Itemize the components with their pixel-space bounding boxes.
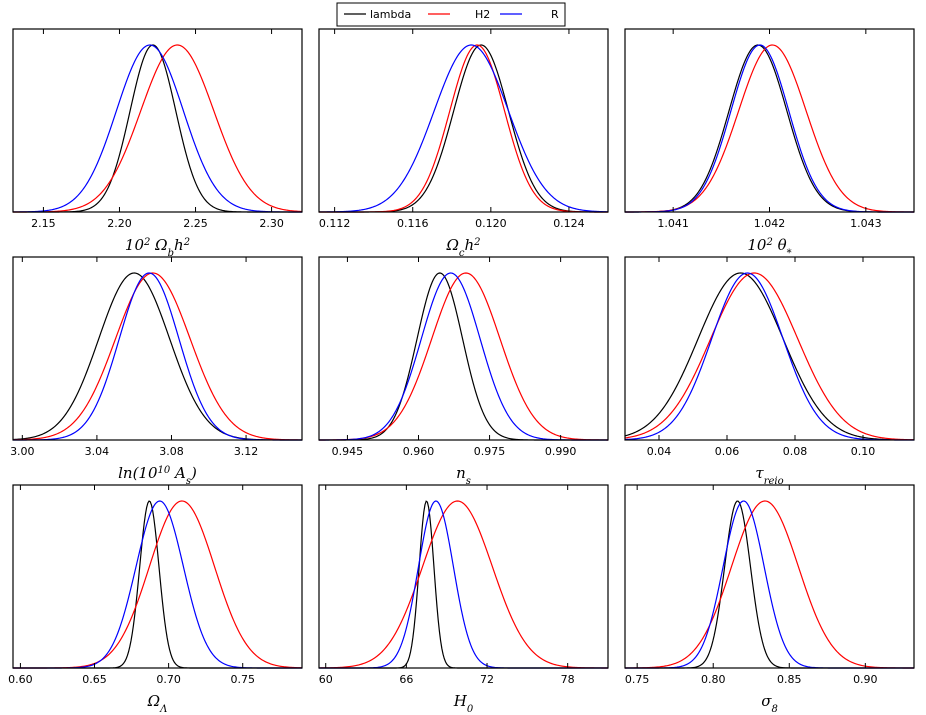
curve-h0-lambda	[319, 500, 608, 669]
axis-label-theta: 102 θ*	[747, 236, 791, 259]
curve-theta-h2	[625, 44, 915, 213]
curve-omega-lambda-lambda	[13, 500, 302, 669]
tick-label-tau-reio: 0.04	[647, 445, 672, 458]
curve-ln-as-h2	[12, 272, 302, 441]
tick-label-ln-as: 3.12	[234, 445, 259, 458]
panel-h0: 60 66 72 78 H0	[318, 484, 609, 715]
tick-label-omega-c: 0.116	[397, 217, 429, 230]
curve-theta-lambda	[624, 44, 914, 213]
axes-frame-tau-reio	[624, 256, 915, 441]
tick-label-sigma8: 0.85	[777, 673, 802, 686]
axis-label-omega-b: 102 Ωbh2	[125, 236, 190, 259]
axes-frame-sigma8	[624, 484, 915, 669]
tick-label-sigma8: 0.90	[853, 673, 878, 686]
tick-label-theta: 1.043	[850, 217, 882, 230]
tick-label-omega-lambda: 0.75	[230, 673, 255, 686]
tick-label-tau-reio: 0.08	[783, 445, 808, 458]
panel-tau-reio: 0.04 0.06 0.08 0.10 τreio	[624, 256, 915, 487]
axes-frame-omega-b	[12, 28, 303, 213]
panel-sigma8: 0.75 0.80 0.85 0.90 σ8	[624, 484, 915, 715]
tick-label-omega-lambda: 0.65	[82, 673, 107, 686]
curve-tau-reio-lambda	[624, 272, 915, 441]
curve-omega-c-r	[319, 44, 609, 213]
axis-label-omega-lambda: ΩΛ	[147, 692, 168, 715]
panel-ns: 0.945 0.960 0.975 0.990 ns	[318, 256, 609, 487]
curve-h0-r	[319, 500, 608, 669]
tick-label-ns: 0.975	[474, 445, 506, 458]
axis-label-h0: H0	[453, 692, 474, 715]
tick-label-omega-c: 0.112	[319, 217, 351, 230]
axes-frame-h0	[318, 484, 609, 669]
curve-omega-lambda-h2	[13, 500, 303, 669]
tick-label-ns: 0.990	[545, 445, 577, 458]
tick-label-ln-as: 3.04	[85, 445, 110, 458]
axes-frame-omega-c	[318, 28, 609, 213]
panel-theta: 1.041 1.042 1.043 102 θ*	[624, 28, 915, 259]
tick-label-omega-lambda: 0.70	[156, 673, 181, 686]
tick-label-omega-c: 0.120	[475, 217, 507, 230]
curve-h0-h2	[319, 500, 608, 669]
curve-tau-reio-r	[624, 272, 914, 441]
curve-tau-reio-h2	[624, 272, 915, 441]
curve-ns-lambda	[319, 272, 608, 441]
curve-ns-r	[319, 272, 608, 441]
tick-label-theta: 1.042	[754, 217, 786, 230]
curve-omega-b-lambda	[13, 44, 302, 213]
tick-label-h0: 78	[561, 673, 575, 686]
curve-ns-h2	[319, 272, 608, 441]
tick-label-theta: 1.041	[657, 217, 689, 230]
legend-label-lambda: lambda	[370, 8, 411, 21]
curve-omega-b-h2	[13, 44, 303, 213]
axis-label-sigma8: σ8	[761, 692, 778, 715]
panel-omega-b: 2.15 2.20 2.25 2.30 102 Ωbh2	[12, 28, 303, 259]
curve-theta-r	[625, 44, 914, 213]
tick-label-omega-b: 2.20	[107, 217, 132, 230]
panel-omega-c: 0.112 0.116 0.120 0.124 Ωch2	[318, 28, 609, 259]
curve-omega-c-lambda	[319, 44, 608, 213]
tick-label-tau-reio: 0.06	[715, 445, 740, 458]
axis-label-ns: ns	[456, 464, 471, 487]
curve-sigma8-h2	[625, 500, 914, 669]
tick-label-omega-b: 2.30	[259, 217, 284, 230]
curve-omega-b-r	[13, 44, 302, 213]
tick-label-sigma8: 0.80	[701, 673, 726, 686]
tick-label-ln-as: 3.00	[10, 445, 35, 458]
tick-label-omega-b: 2.15	[31, 217, 56, 230]
curve-ln-as-r	[13, 272, 302, 441]
tick-label-ns: 0.960	[403, 445, 435, 458]
legend-label-r: R	[551, 8, 559, 21]
curve-omega-c-h2	[319, 44, 608, 213]
tick-label-ns: 0.945	[332, 445, 364, 458]
legend: lambda H2 R	[336, 2, 566, 27]
curve-omega-lambda-r	[13, 500, 302, 669]
tick-label-h0: 72	[480, 673, 494, 686]
axes-frame-theta	[624, 28, 915, 213]
curve-ln-as-lambda	[12, 272, 302, 441]
tick-label-omega-lambda: 0.60	[8, 673, 33, 686]
tick-label-sigma8: 0.75	[625, 673, 650, 686]
tick-label-omega-b: 2.25	[183, 217, 208, 230]
curve-sigma8-r	[625, 500, 914, 669]
legend-label-h2: H2	[475, 8, 490, 21]
tick-label-h0: 60	[319, 673, 333, 686]
axis-label-omega-c: Ωch2	[445, 236, 480, 259]
axes-frame-omega-lambda	[12, 484, 303, 669]
tick-label-ln-as: 3.08	[159, 445, 184, 458]
curve-sigma8-lambda	[625, 500, 914, 669]
axis-label-tau-reio: τreio	[755, 464, 783, 487]
axis-label-ln-as: ln(1010 As)	[118, 464, 197, 487]
panel-ln-as: 3.00 3.04 3.08 3.12 ln(1010 As)	[10, 256, 303, 487]
tick-label-h0: 66	[399, 673, 413, 686]
axes-frame-ns	[318, 256, 609, 441]
panel-omega-lambda: 0.60 0.65 0.70 0.75 ΩΛ	[8, 484, 303, 715]
axes-frame-ln-as	[12, 256, 303, 441]
tick-label-omega-c: 0.124	[553, 217, 585, 230]
legend-frame	[336, 2, 566, 27]
tick-label-tau-reio: 0.10	[851, 445, 876, 458]
